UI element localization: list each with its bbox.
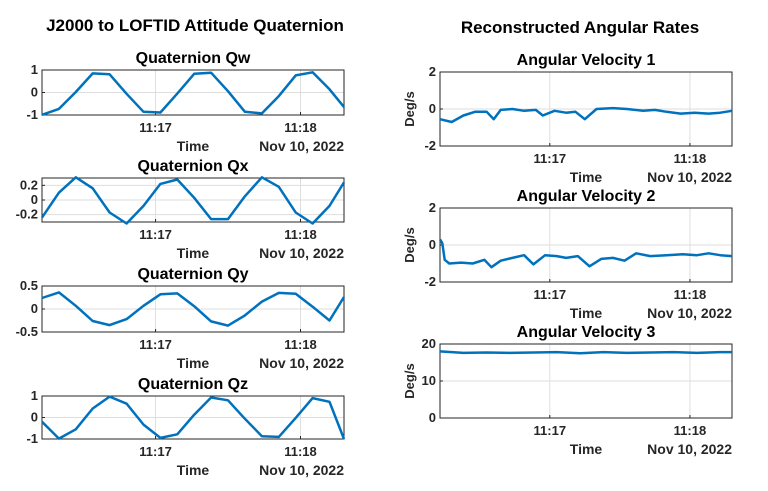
plot-frame [439,207,733,283]
x-axis-label: Time [570,441,603,457]
series-line [439,350,732,355]
x-axis-label: Time [177,355,210,371]
x-axis-date-label: Nov 10, 2022 [259,462,344,478]
x-tick-label: 11:18 [284,444,317,459]
y-tick-label: 0 [429,410,436,425]
y-tick-label: 0 [31,301,38,316]
x-tick-label: 11:17 [139,120,172,135]
x-axis-date-label: Nov 10, 2022 [259,355,344,371]
x-tick-label: 11:17 [534,287,567,302]
y-tick-label: 0.2 [20,177,38,192]
x-axis-label: Time [177,462,210,478]
chart-2: -0.200.2 11:17 11:18 Quaternion Qx Time Nov 1… [16,158,346,261]
x-axis-label: Time [570,305,603,321]
charts-area: -1 0 1 11:17 11:18 Quaternion Qw Time Nov 10, 2… [16,50,733,478]
y-tick-label: 0 [429,101,436,116]
series-line [438,238,733,269]
series-line [41,395,346,440]
chart-title: Quaternion Qx [137,158,248,175]
y-tick-label: 1 [31,62,38,77]
y-axis-label: Deg/s [402,363,417,398]
chart-title: Quaternion Qy [137,266,248,283]
y-tick-label: -1 [26,107,38,122]
x-tick-label: 11:18 [674,287,707,302]
series-line [41,71,345,116]
chart-5: -2 0 2 11:17 11:18 Angular Velocity 1 Time Nov … [402,52,733,185]
chart-title: Quaternion Qz [138,376,248,393]
y-tick-label: 0.5 [20,278,38,293]
plot-frame [41,69,345,116]
chart-1: -1 0 1 11:17 11:18 Quaternion Qw Time Nov 10, 2… [26,50,345,154]
x-tick-label: 11:18 [674,151,707,166]
chart-6: -2 0 2 11:17 11:18 Angular Velocity 2 Time Nov … [402,188,733,321]
series-line [41,291,346,327]
x-tick-label: 11:18 [674,423,707,438]
chart-title: Angular Velocity 3 [517,324,656,341]
x-axis-date-label: Nov 10, 2022 [647,305,732,321]
x-axis-date-label: Nov 10, 2022 [647,441,732,457]
y-tick-label: -2 [424,138,436,153]
y-tick-label: -2 [424,274,436,289]
chart-3: -0.5 0 0.5 11:17 11:18 Quaternion Qy Time Nov 1… [16,266,346,371]
plot-frame [41,177,345,223]
x-tick-label: 11:17 [534,423,567,438]
y-tick-label: -1 [26,431,38,446]
y-axis-label: Deg/s [402,227,417,262]
x-axis-date-label: Nov 10, 2022 [647,169,732,185]
y-tick-label: -0.2 [16,207,38,222]
series-line [439,106,733,124]
x-tick-label: 11:18 [284,227,317,242]
chart-7: 0 10 20 11:17 11:18 Angular Velocity 3 Time Nov… [402,324,733,457]
y-tick-label: 1 [31,388,38,403]
y-tick-label: 0 [31,192,38,207]
y-tick-label: 0 [31,410,38,425]
y-tick-label: 0 [31,85,38,100]
plot-frame [41,285,345,333]
left-column-title: J2000 to LOFTID Attitude Quaternion [46,16,344,35]
x-tick-label: 11:17 [534,151,567,166]
x-axis-date-label: Nov 10, 2022 [259,245,344,261]
x-tick-label: 11:17 [139,444,172,459]
chart-title: Angular Velocity 2 [517,188,656,205]
y-tick-label: 2 [429,64,436,79]
y-tick-label: 0 [429,237,436,252]
x-tick-label: 11:17 [139,227,172,242]
chart-4: -1 0 1 11:17 11:18 Quaternion Qz Time Nov 10, 2… [26,376,346,478]
chart-title: Angular Velocity 1 [517,52,656,69]
y-tick-label: 20 [422,336,436,351]
x-tick-label: 11:17 [139,337,172,352]
x-axis-date-label: Nov 10, 2022 [259,138,344,154]
x-axis-label: Time [177,138,210,154]
right-column-title: Reconstructed Angular Rates [461,18,699,37]
x-axis-label: Time [177,245,210,261]
x-tick-label: 11:18 [284,337,317,352]
chart-title: Quaternion Qw [136,50,251,67]
y-tick-label: 10 [422,373,436,388]
y-axis-label: Deg/s [402,91,417,126]
plot-frame [41,395,345,440]
x-tick-label: 11:18 [284,120,317,135]
y-tick-label: -0.5 [16,324,38,339]
plot-frame [439,343,733,419]
y-tick-label: 2 [429,200,436,215]
series-line [40,176,346,225]
plot-frame [439,71,733,147]
x-axis-label: Time [570,169,603,185]
